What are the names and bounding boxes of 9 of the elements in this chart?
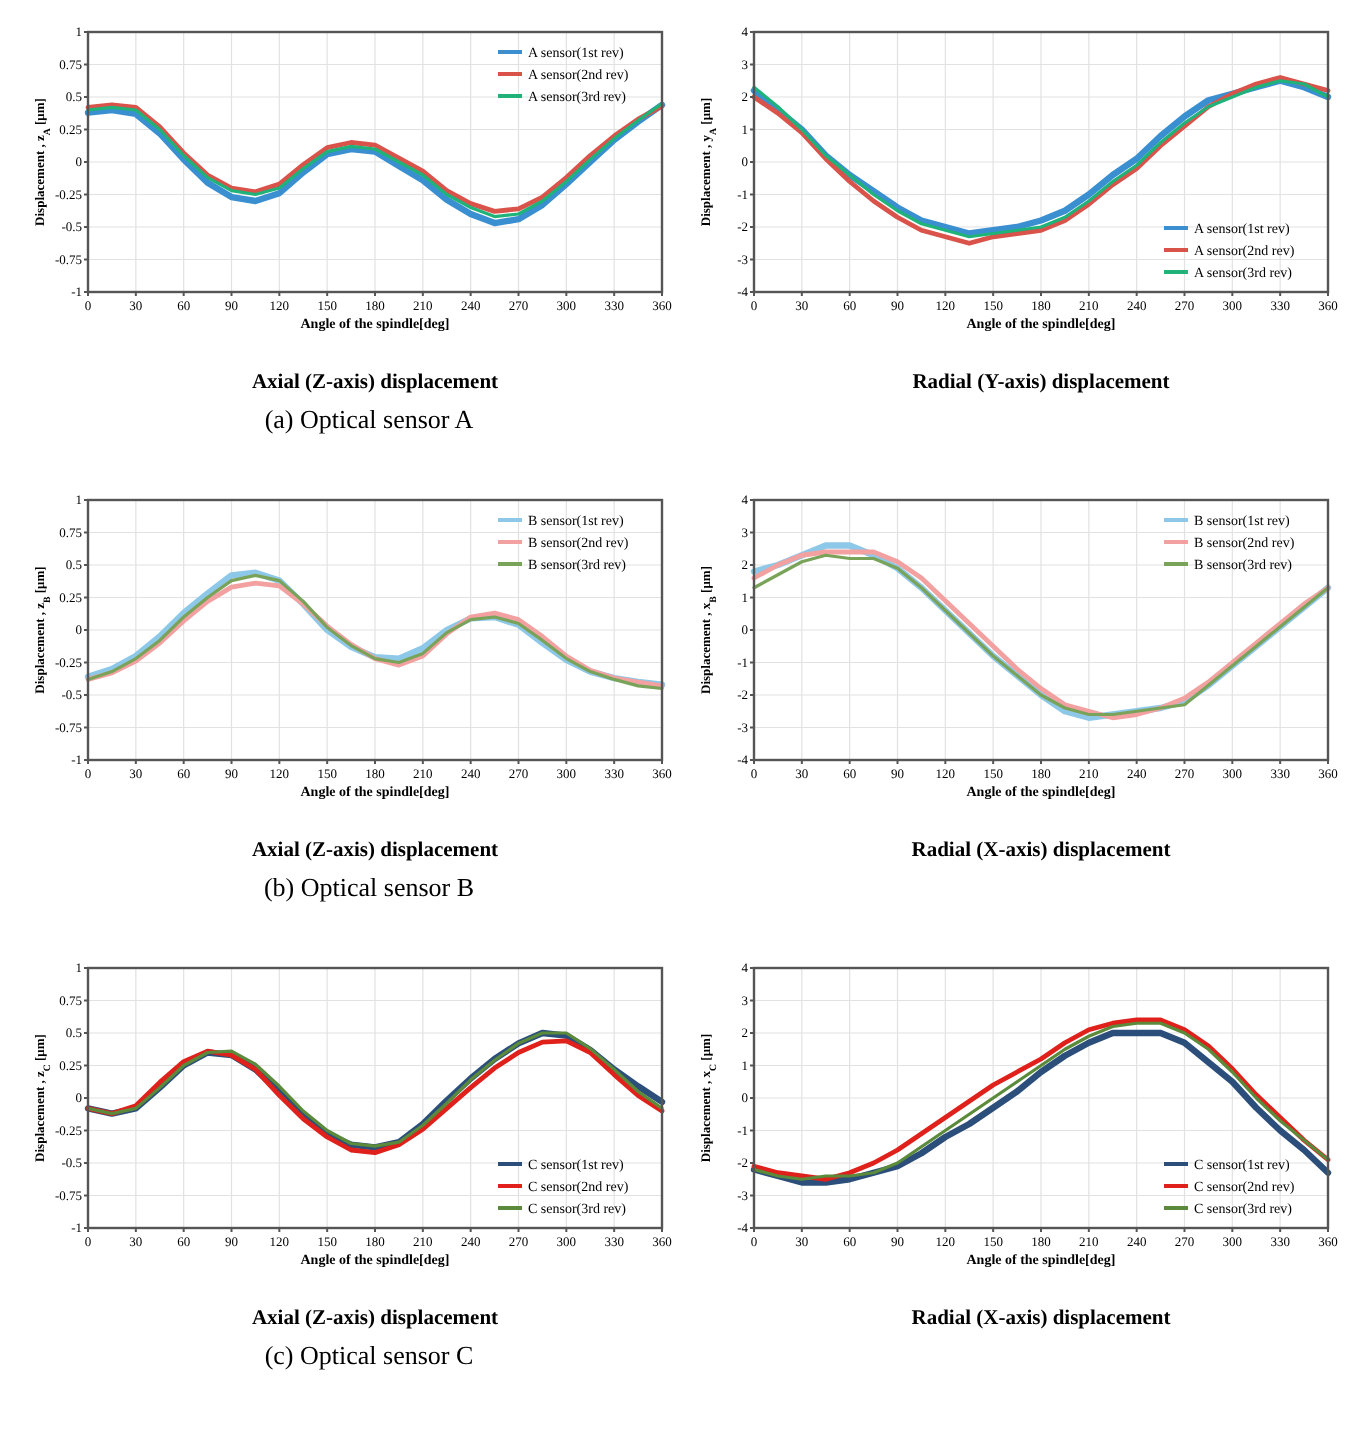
text: Radial (Y-axis) displacement xyxy=(912,372,1171,394)
text: (c) Optical sensor C xyxy=(264,1340,474,1370)
text: (a) Optical sensor A xyxy=(264,404,475,434)
text: Radial (X-axis) displacement xyxy=(911,1308,1172,1330)
text: Axial (Z-axis) displacement xyxy=(251,840,500,862)
text: Radial (X-axis) displacement xyxy=(911,840,1172,862)
text: Axial (Z-axis) displacement xyxy=(251,372,500,394)
text: Axial (Z-axis) displacement xyxy=(251,1308,500,1330)
text: (b) Optical sensor B xyxy=(263,872,475,902)
